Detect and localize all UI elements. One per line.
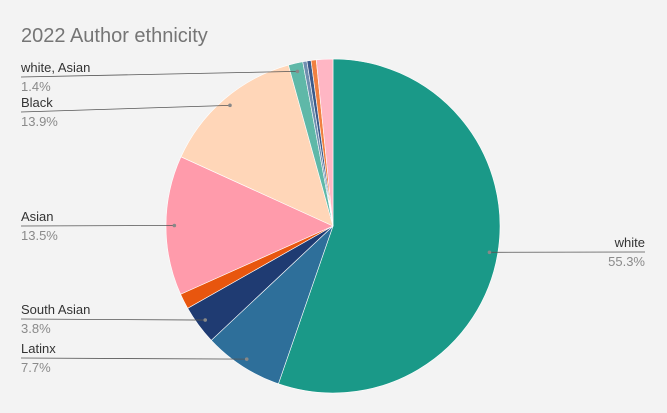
slice-percent: 1.4% [21, 79, 51, 94]
slice-percent: 7.7% [21, 360, 51, 375]
slice-label: South Asian [21, 302, 90, 317]
leader-dot [295, 69, 300, 74]
pie-slice [278, 58, 501, 394]
slice-percent: 13.5% [21, 228, 58, 243]
slice-percent: 3.8% [21, 321, 51, 336]
pie-slice [180, 64, 334, 227]
slice-label: Asian [21, 209, 54, 224]
leader-dot [203, 318, 208, 322]
slice-percent: 13.9% [21, 114, 58, 129]
leader-line [20, 318, 206, 321]
leader-line [20, 70, 298, 78]
leader-dot [244, 357, 249, 361]
slice-label: white [614, 235, 645, 250]
slice-label: white, Asian [20, 60, 90, 75]
leader-line [20, 357, 247, 360]
slice-percent: 55.3% [608, 254, 645, 269]
slice-label: Black [21, 95, 53, 110]
leader-dot [172, 223, 177, 228]
leader-dot [228, 103, 232, 108]
leader-line [20, 104, 230, 113]
slice-label: Latinx [21, 341, 56, 356]
chart-title: 2022 Author ethnicity [21, 25, 208, 47]
leader-dot [487, 250, 492, 255]
pie-slice [315, 58, 334, 227]
